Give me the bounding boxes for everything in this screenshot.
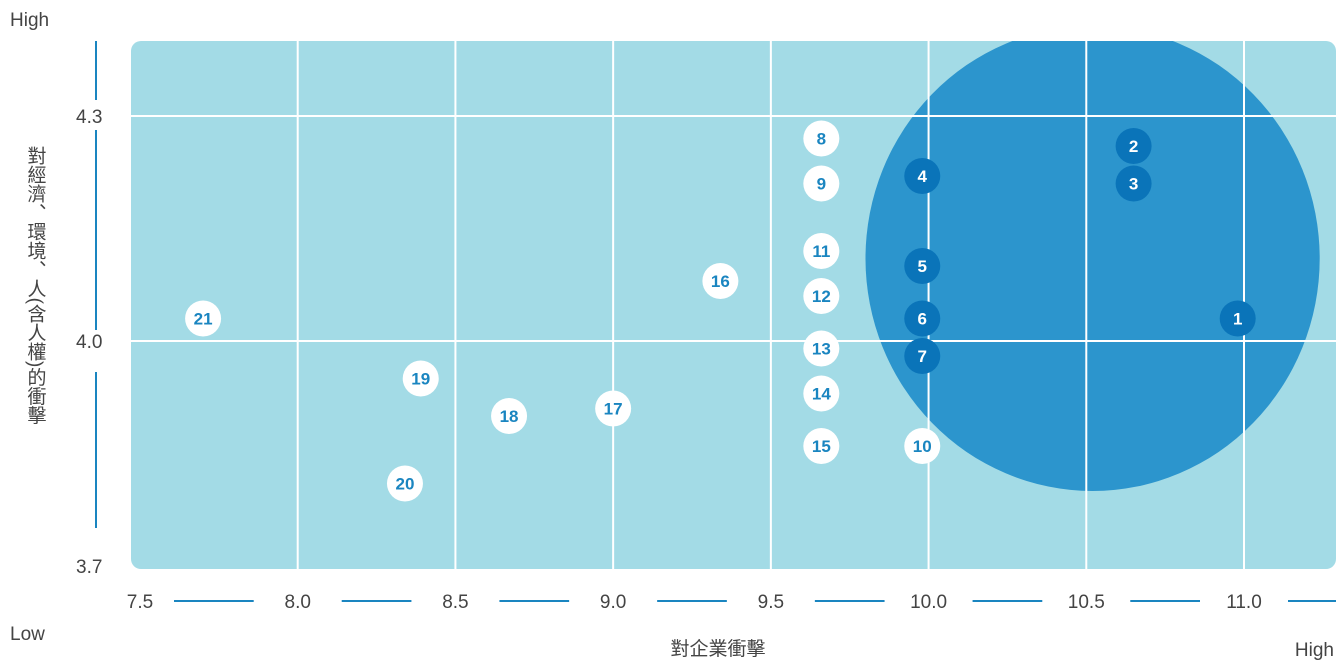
data-point-label: 2 <box>1129 137 1138 156</box>
data-point-marker <box>904 248 941 284</box>
data-point-5: 5 <box>904 248 941 284</box>
data-point-marker <box>1115 128 1152 164</box>
data-point-marker <box>803 165 840 202</box>
data-point-marker <box>803 120 840 157</box>
data-point-marker <box>702 263 739 299</box>
y-tick-label: 4.0 <box>76 332 102 353</box>
data-point-label: 19 <box>411 370 430 389</box>
data-point-label: 10 <box>913 437 932 456</box>
data-point-marker <box>491 398 528 434</box>
data-point-marker <box>904 338 941 374</box>
data-point-marker <box>904 300 941 337</box>
data-point-marker <box>904 158 941 194</box>
data-point-label: 6 <box>918 310 927 329</box>
data-point-17: 17 <box>595 390 632 427</box>
data-point-marker <box>185 300 222 337</box>
data-point-2: 2 <box>1115 128 1152 164</box>
y-axis-title: 對經濟、環境、人(含人權)的衝擊 <box>25 145 47 425</box>
x-tick-label: 8.5 <box>442 592 468 613</box>
x-tick-labels: 7.5 8.0 8.5 9.0 9.5 10.0 10.5 11.0 <box>127 592 1262 613</box>
data-point-label: 8 <box>817 130 826 149</box>
y-tick-label: 3.7 <box>76 557 102 578</box>
data-point-marker <box>803 330 840 367</box>
data-point-marker <box>595 390 632 427</box>
data-point-marker <box>803 375 840 412</box>
data-point-16: 16 <box>702 263 739 299</box>
data-point-21: 21 <box>185 300 222 337</box>
data-point-label: 13 <box>812 340 831 359</box>
axis-low-label: Low <box>10 624 45 645</box>
data-point-9: 9 <box>803 165 840 202</box>
x-tick-label: 11.0 <box>1226 592 1262 613</box>
data-point-11: 11 <box>803 233 840 269</box>
data-point-10: 10 <box>904 428 941 464</box>
data-point-label: 16 <box>711 272 730 291</box>
data-point-marker <box>386 465 423 502</box>
x-tick-label: 9.5 <box>758 592 784 613</box>
data-point-19: 19 <box>402 360 439 397</box>
x-axis-high-label: High <box>1295 640 1334 661</box>
data-point-label: 5 <box>918 257 927 276</box>
data-point-7: 7 <box>904 338 941 374</box>
data-point-label: 7 <box>918 347 927 366</box>
y-tick-label: 4.3 <box>76 107 102 128</box>
x-axis-title: 對企業衝擊 <box>670 638 765 660</box>
data-point-marker <box>904 428 941 464</box>
y-axis-high-label: High <box>10 10 49 31</box>
material-topics-highlight-region <box>865 41 1320 491</box>
data-point-marker <box>803 278 840 314</box>
x-tick-label: 8.0 <box>285 592 311 613</box>
data-point-1: 1 <box>1219 300 1256 337</box>
data-point-marker <box>803 233 840 269</box>
data-point-marker <box>402 360 439 397</box>
x-tick-label: 10.0 <box>910 592 947 613</box>
data-point-4: 4 <box>904 158 941 194</box>
y-tick-labels: 3.7 4.0 4.3 <box>76 107 102 578</box>
data-point-20: 20 <box>386 465 423 502</box>
data-point-3: 3 <box>1115 165 1152 202</box>
data-point-18: 18 <box>491 398 528 434</box>
data-point-label: 9 <box>817 175 826 194</box>
data-point-8: 8 <box>803 120 840 157</box>
data-point-label: 18 <box>500 407 519 426</box>
data-point-15: 15 <box>803 428 840 464</box>
data-point-label: 1 <box>1233 310 1242 329</box>
data-point-label: 15 <box>812 437 831 456</box>
data-point-12: 12 <box>803 278 840 314</box>
data-point-label: 11 <box>812 242 830 261</box>
data-point-marker <box>1115 165 1152 202</box>
data-point-13: 13 <box>803 330 840 367</box>
x-tick-label: 9.0 <box>600 592 626 613</box>
x-tick-label: 10.5 <box>1068 592 1105 613</box>
data-point-label: 20 <box>395 475 414 494</box>
data-point-label: 4 <box>918 167 928 186</box>
data-point-label: 14 <box>812 385 831 404</box>
data-point-label: 12 <box>812 287 831 306</box>
data-point-marker <box>803 428 840 464</box>
data-point-label: 17 <box>604 400 623 419</box>
x-tick-label: 7.5 <box>127 592 153 613</box>
data-point-marker <box>1219 300 1256 337</box>
data-point-label: 21 <box>194 310 213 329</box>
data-point-14: 14 <box>803 375 840 412</box>
data-point-6: 6 <box>904 300 941 337</box>
data-point-label: 3 <box>1129 175 1138 194</box>
